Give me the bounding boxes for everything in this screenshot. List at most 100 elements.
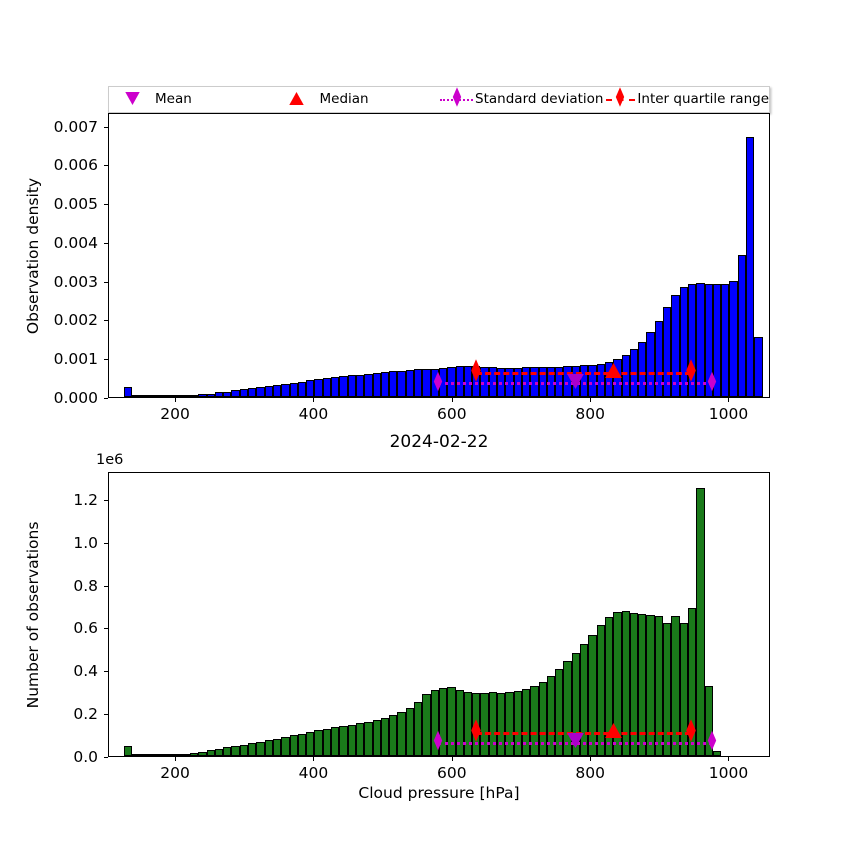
histogram-bar: [463, 365, 473, 397]
histogram-bar: [687, 284, 697, 397]
diamond-marker: [604, 87, 638, 112]
histogram-bar: [223, 747, 232, 756]
x-axis-tick-label: 200: [160, 764, 190, 782]
histogram-bar: [696, 488, 705, 756]
histogram-bar: [189, 753, 199, 756]
histogram-bar: [596, 364, 605, 397]
histogram-bar: [638, 341, 647, 397]
x-axis-tick: [728, 757, 730, 761]
histogram-bar: [588, 634, 597, 756]
histogram-bar: [455, 690, 464, 756]
histogram-bar: [638, 613, 647, 756]
y-axis-tick: [104, 165, 108, 167]
x-axis-tick-label: 1000: [708, 405, 749, 423]
histogram-bar: [663, 623, 672, 756]
y-axis-tick: [104, 585, 108, 587]
legend-entry-median[interactable]: Median: [274, 87, 439, 112]
histogram-bar: [422, 369, 431, 397]
histogram-bar: [405, 369, 415, 397]
histogram-bar: [248, 388, 257, 397]
histogram-bar: [206, 750, 215, 756]
standard-deviation-lower-marker: [431, 371, 445, 396]
y-axis-tick-label: 0.003: [53, 272, 98, 291]
cloud-pressure-x-axis-label: Cloud pressure [hPa]: [358, 784, 520, 802]
y-axis-tick-label: 0.001: [53, 350, 98, 369]
histogram-bar: [148, 395, 157, 397]
legend-entry-inter-quartile-range[interactable]: Inter quartile range: [604, 87, 769, 112]
histogram-bar: [339, 726, 348, 756]
triangle-down-marker: [109, 87, 155, 112]
histogram-bar: [231, 745, 240, 756]
histogram-bar: [530, 367, 539, 397]
histogram-bar: [588, 364, 597, 397]
histogram-bar: [746, 137, 755, 397]
histogram-bar: [281, 383, 290, 397]
histogram-bar: [555, 366, 564, 397]
x-axis-tick: [590, 757, 592, 761]
histogram-bar: [123, 745, 132, 756]
y-axis-tick: [104, 628, 108, 630]
y-axis-tick-label: 0.8: [73, 576, 98, 595]
mean-marker: [566, 373, 584, 393]
legend-label: Inter quartile range: [637, 91, 769, 107]
standard-deviation-lower-marker: [431, 730, 445, 755]
histogram-bar: [530, 686, 539, 756]
histogram-bar: [546, 676, 556, 756]
histogram-bar: [264, 740, 273, 756]
histogram-bar: [131, 395, 141, 397]
legend-label: Median: [319, 91, 369, 107]
x-axis-tick: [590, 398, 592, 402]
histogram-bar: [654, 321, 664, 397]
y-axis-tick: [104, 359, 108, 361]
y-axis-tick-label: 1.0: [73, 533, 98, 552]
x-axis-tick: [728, 398, 730, 402]
histogram-bar: [704, 686, 713, 756]
y-axis-tick: [104, 499, 108, 501]
histogram-bar: [604, 616, 614, 756]
histogram-bar: [488, 367, 498, 397]
histogram-bar: [679, 287, 688, 397]
x-axis-tick: [313, 757, 315, 761]
histogram-bar: [712, 284, 722, 397]
histogram-bar: [430, 689, 439, 756]
x-axis-tick-label: 600: [437, 764, 467, 782]
iqr-lower-marker: [468, 719, 484, 746]
mean-marker: [566, 733, 584, 752]
histogram-bar: [447, 687, 456, 756]
histogram-bar: [181, 753, 190, 756]
histogram-bar: [165, 754, 174, 756]
histogram-bar: [405, 707, 415, 756]
y-axis-tick: [104, 542, 108, 544]
histogram-bar: [480, 692, 489, 756]
histogram-bar: [671, 295, 680, 397]
histogram-bar: [389, 715, 398, 756]
y-axis-tick: [104, 714, 108, 716]
histogram-bar: [173, 754, 182, 756]
histogram-bar: [173, 395, 182, 397]
histogram-bar: [380, 717, 390, 756]
histogram-bar: [555, 669, 564, 756]
histogram-bar: [372, 372, 381, 397]
histogram-bar: [712, 750, 722, 756]
observation-density-axes: [108, 113, 770, 398]
standard-deviation-upper-marker: [705, 730, 719, 755]
triangle-up-marker: [289, 90, 304, 109]
x-axis-tick-label: 400: [298, 764, 329, 782]
histogram-bar: [663, 307, 672, 397]
histogram-bar: [447, 367, 456, 397]
iqr-upper-marker: [683, 719, 699, 746]
histogram-bar: [580, 365, 589, 397]
histogram-bar: [513, 691, 522, 756]
histogram-bar: [704, 283, 713, 397]
legend-entry-standard-deviation[interactable]: Standard deviation: [438, 87, 604, 112]
histogram-bar: [364, 373, 373, 397]
x-axis-tick: [313, 398, 315, 402]
histogram-bar: [306, 732, 315, 756]
histogram-bar: [414, 369, 423, 397]
legend-entry-mean[interactable]: Mean: [109, 87, 274, 112]
y-axis-tick-label: 0.002: [53, 311, 98, 330]
y-axis-tick: [104, 320, 108, 322]
histogram-bar: [646, 614, 655, 756]
histogram-bar: [497, 367, 506, 397]
